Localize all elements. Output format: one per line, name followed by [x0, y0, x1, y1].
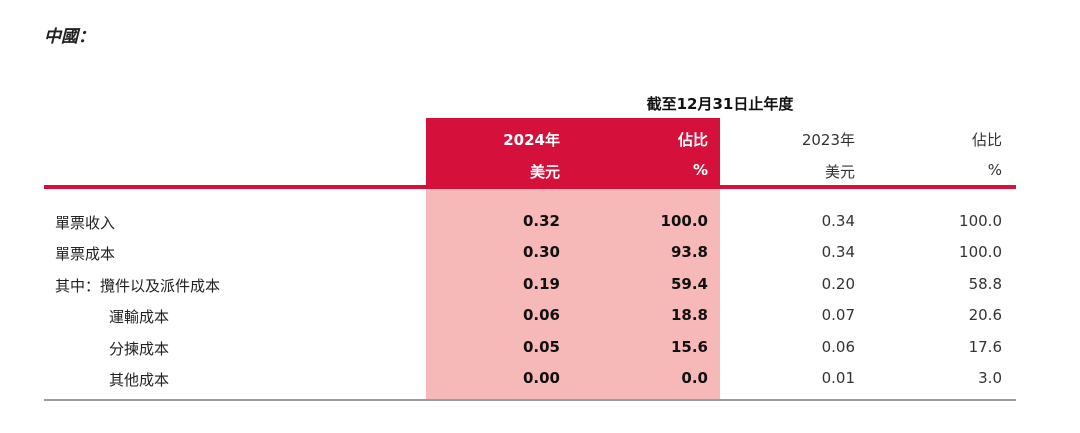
cell-2023-share: 3.0: [978, 369, 1002, 387]
header-2024-unit: 美元: [529, 163, 560, 181]
cell-2024-value: 0.30: [522, 243, 560, 261]
header-2024-year: 2024年: [503, 131, 560, 149]
cell-2023-value: 0.34: [821, 212, 855, 230]
highlight-body-2024: [426, 189, 720, 399]
header-2023-unit: 美元: [824, 163, 855, 181]
row-label: 單票成本: [55, 245, 116, 263]
table-row: 其中：攬件以及派件成本 0.19 59.4 0.20 58.8: [0, 275, 1080, 307]
cell-2024-share: 0.0: [681, 369, 708, 387]
row-label: 運輸成本: [109, 308, 170, 326]
header-2024-pct-unit: %: [692, 161, 708, 179]
cell-2024-value: 0.19: [522, 275, 560, 293]
table-row: 分揀成本 0.05 15.6 0.06 17.6: [0, 338, 1080, 370]
header-divider: [44, 185, 1016, 189]
cell-2024-share: 93.8: [670, 243, 708, 261]
cell-2024-share: 15.6: [670, 338, 708, 356]
header-2023-share: 佔比: [971, 131, 1002, 149]
header-2024-share: 佔比: [677, 131, 708, 149]
cell-2023-value: 0.34: [821, 243, 855, 261]
cell-2024-value: 0.05: [522, 338, 560, 356]
cell-2023-share: 17.6: [968, 338, 1002, 356]
table-row: 運輸成本 0.06 18.8 0.07 20.6: [0, 306, 1080, 338]
cell-2024-share: 59.4: [670, 275, 708, 293]
header-2023-year: 2023年: [801, 131, 855, 149]
section-title: 中國：: [44, 27, 95, 47]
cell-2023-share: 20.6: [968, 306, 1002, 324]
cell-2024-share: 100.0: [660, 212, 708, 230]
cell-2023-value: 0.01: [821, 369, 855, 387]
table-bottom-rule: [44, 399, 1016, 401]
table-row: 單票收入 0.32 100.0 0.34 100.0: [0, 212, 1080, 244]
cell-2024-value: 0.32: [522, 212, 560, 230]
row-label: 單票收入: [55, 214, 116, 232]
cell-2024-value: 0.00: [522, 369, 560, 387]
period-label: 截至12月31日止年度: [646, 95, 794, 113]
cell-2023-share: 100.0: [959, 212, 1002, 230]
row-label: 其他成本: [109, 371, 170, 389]
row-label: 其中：攬件以及派件成本: [55, 277, 221, 295]
cell-2024-value: 0.06: [522, 306, 560, 324]
cell-2023-share: 58.8: [968, 275, 1002, 293]
cell-2023-share: 100.0: [959, 243, 1002, 261]
cell-2024-share: 18.8: [670, 306, 708, 324]
cell-2023-value: 0.07: [821, 306, 855, 324]
highlight-header-2024: [426, 118, 720, 185]
row-label: 分揀成本: [109, 340, 170, 358]
table-row: 其他成本 0.00 0.0 0.01 3.0: [0, 369, 1080, 401]
table-row: 單票成本 0.30 93.8 0.34 100.0: [0, 243, 1080, 275]
header-2023-pct-unit: %: [987, 161, 1002, 179]
cell-2023-value: 0.20: [821, 275, 855, 293]
cell-2023-value: 0.06: [821, 338, 855, 356]
